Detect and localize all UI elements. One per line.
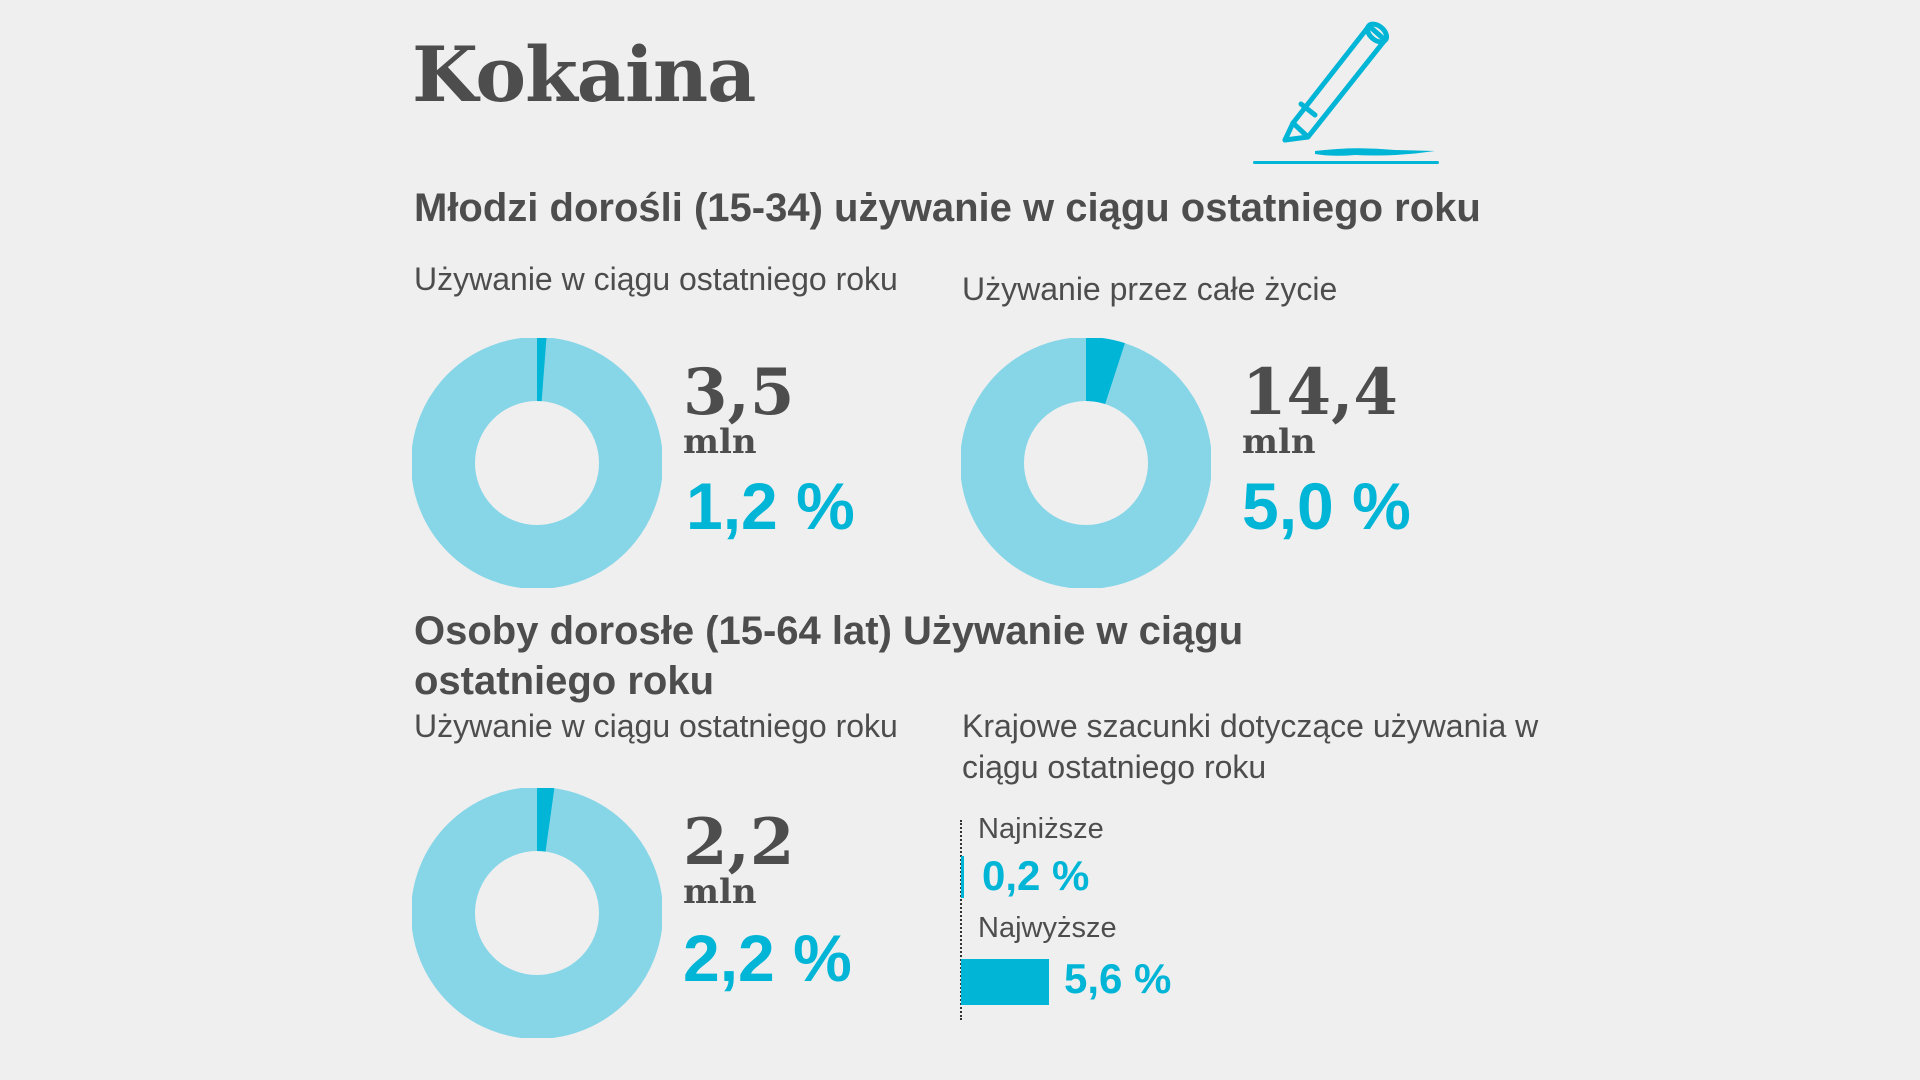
- lowest-bar: [961, 856, 965, 898]
- donut-highlight-slice: [536, 788, 555, 852]
- young-last-year-percent: 1,2 %: [686, 469, 855, 543]
- donut-adults-last-year: [412, 788, 662, 1038]
- adults-last-year-percent: 2,2 %: [683, 921, 852, 995]
- donut-young-last-year: [412, 338, 662, 588]
- adults-last-year-count: 2,2: [683, 805, 795, 880]
- donut-remainder-slice: [961, 338, 1211, 588]
- pencil-and-lines-icon: [1253, 21, 1439, 164]
- donut-highlight-slice: [1084, 338, 1125, 405]
- lowest-value: 0,2 %: [982, 852, 1090, 899]
- adults-last-year-label: Używanie w ciągu ostatniego roku: [414, 708, 898, 744]
- young-adults-heading: Młodzi dorośli (15-34) używanie w ciągu …: [414, 186, 1481, 230]
- young-last-year-label: Używanie w ciągu ostatniego roku: [414, 261, 898, 297]
- donut-young-lifetime: [961, 338, 1211, 588]
- highest-bar: [961, 959, 1049, 1005]
- young-lifetime-unit: mln: [1242, 422, 1316, 462]
- young-lifetime-count: 14,4: [1242, 355, 1398, 430]
- range-axis: [960, 820, 962, 1020]
- lowest-label: Najniższe: [978, 813, 1104, 845]
- young-last-year-count: 3,5: [683, 355, 795, 430]
- young-last-year-unit: mln: [683, 422, 757, 462]
- highest-label: Najwyższe: [978, 912, 1117, 944]
- highest-value: 5,6 %: [1064, 955, 1172, 1002]
- national-estimates-label: Krajowe szacunki dotyczące używania w ci…: [962, 708, 1539, 785]
- young-lifetime-percent: 5,0 %: [1242, 469, 1411, 543]
- page-title: Kokaina: [412, 30, 756, 119]
- adults-last-year-unit: mln: [683, 872, 757, 912]
- adults-heading: Osoby dorosłe (15-64 lat) Używanie w cią…: [414, 609, 1244, 703]
- young-lifetime-label: Używanie przez całe życie: [962, 271, 1338, 307]
